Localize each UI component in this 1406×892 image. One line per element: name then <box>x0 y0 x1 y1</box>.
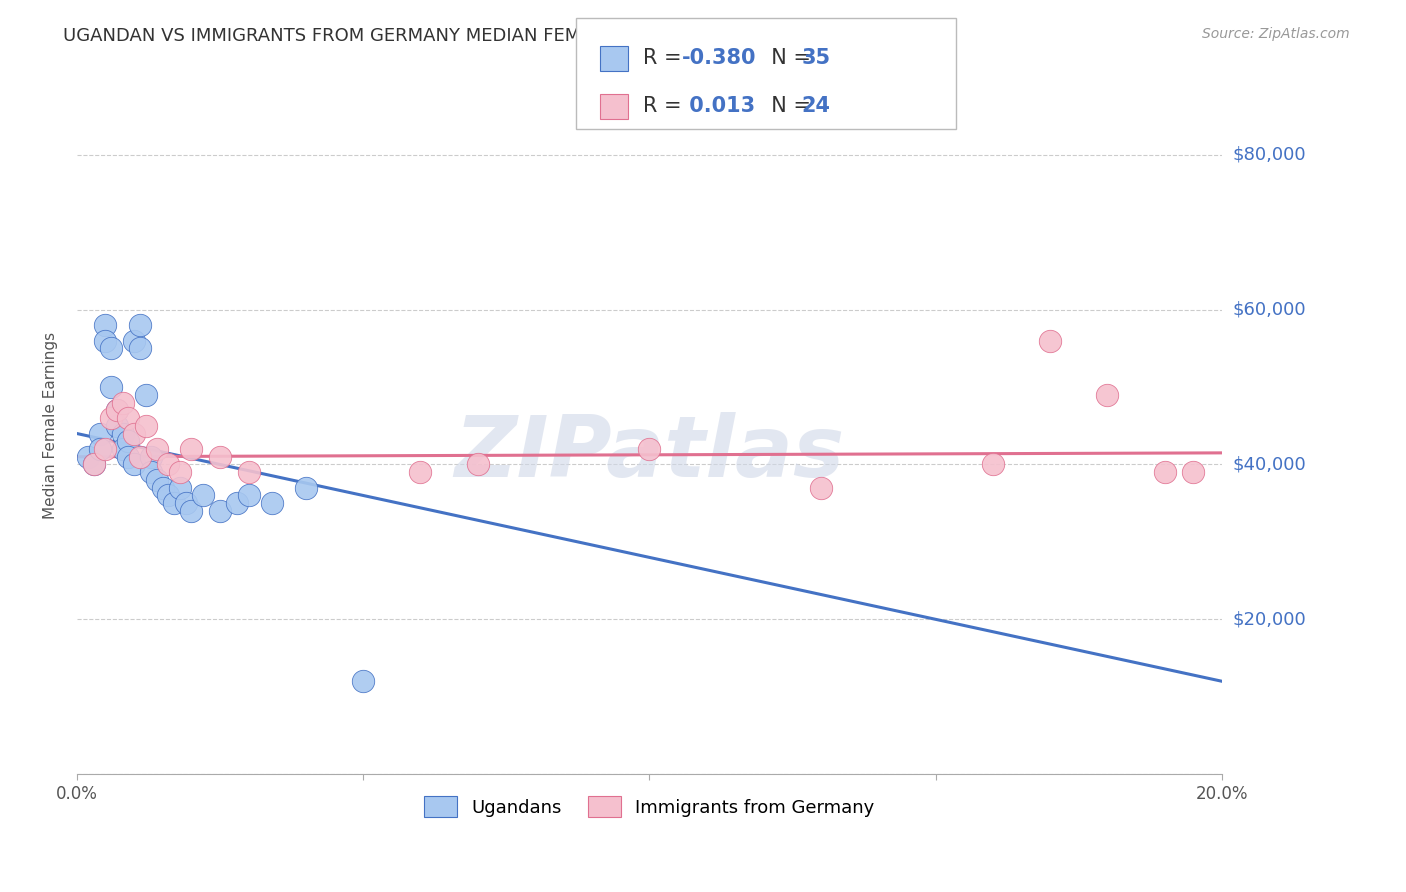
Text: R =: R = <box>643 96 688 117</box>
Point <box>122 458 145 472</box>
Point <box>295 481 318 495</box>
Point <box>141 465 163 479</box>
Point <box>180 504 202 518</box>
Point <box>163 496 186 510</box>
Point <box>83 458 105 472</box>
Point <box>122 334 145 348</box>
Text: $20,000: $20,000 <box>1233 610 1306 628</box>
Legend: Ugandans, Immigrants from Germany: Ugandans, Immigrants from Germany <box>416 789 882 824</box>
Point <box>105 418 128 433</box>
Point <box>208 450 231 464</box>
Point <box>128 342 150 356</box>
Text: 35: 35 <box>801 48 831 68</box>
Point <box>810 481 832 495</box>
Point <box>111 442 134 456</box>
Point <box>191 488 214 502</box>
Point <box>238 465 260 479</box>
Point <box>100 342 122 356</box>
Point <box>226 496 249 510</box>
Text: 0.013: 0.013 <box>682 96 755 117</box>
Text: $60,000: $60,000 <box>1233 301 1306 318</box>
Point <box>1039 334 1062 348</box>
Text: $40,000: $40,000 <box>1233 456 1306 474</box>
Point <box>146 442 169 456</box>
Point <box>77 450 100 464</box>
Point <box>128 450 150 464</box>
Point <box>105 403 128 417</box>
Text: UGANDAN VS IMMIGRANTS FROM GERMANY MEDIAN FEMALE EARNINGS CORRELATION CHART: UGANDAN VS IMMIGRANTS FROM GERMANY MEDIA… <box>63 27 914 45</box>
Point <box>100 380 122 394</box>
Text: Source: ZipAtlas.com: Source: ZipAtlas.com <box>1202 27 1350 41</box>
Point <box>467 458 489 472</box>
Point <box>1153 465 1175 479</box>
Text: $80,000: $80,000 <box>1233 146 1306 164</box>
Point <box>135 388 157 402</box>
Text: R =: R = <box>643 48 688 68</box>
Text: ZIPatlas: ZIPatlas <box>454 412 845 495</box>
Point <box>208 504 231 518</box>
Point <box>83 458 105 472</box>
Point <box>135 418 157 433</box>
Point <box>352 674 374 689</box>
Point <box>1097 388 1119 402</box>
Point <box>169 465 191 479</box>
Text: N =: N = <box>758 48 817 68</box>
Point <box>157 458 180 472</box>
Point <box>260 496 283 510</box>
Point <box>981 458 1004 472</box>
Point <box>117 411 139 425</box>
Point <box>111 426 134 441</box>
Point <box>152 481 174 495</box>
Text: 24: 24 <box>801 96 831 117</box>
Point <box>169 481 191 495</box>
Point <box>122 426 145 441</box>
Point <box>100 411 122 425</box>
Y-axis label: Median Female Earnings: Median Female Earnings <box>44 332 58 519</box>
Point <box>128 318 150 333</box>
Point <box>94 334 117 348</box>
Point <box>146 473 169 487</box>
Text: -0.380: -0.380 <box>682 48 756 68</box>
Point <box>174 496 197 510</box>
Point <box>117 434 139 449</box>
Point <box>409 465 432 479</box>
Point <box>141 450 163 464</box>
Point <box>157 488 180 502</box>
Point <box>238 488 260 502</box>
Text: N =: N = <box>758 96 817 117</box>
Point <box>105 403 128 417</box>
Point <box>638 442 661 456</box>
Point <box>117 450 139 464</box>
Point <box>89 442 111 456</box>
Point <box>94 442 117 456</box>
Point <box>89 426 111 441</box>
Point <box>1182 465 1205 479</box>
Point <box>94 318 117 333</box>
Point <box>180 442 202 456</box>
Point <box>111 395 134 409</box>
